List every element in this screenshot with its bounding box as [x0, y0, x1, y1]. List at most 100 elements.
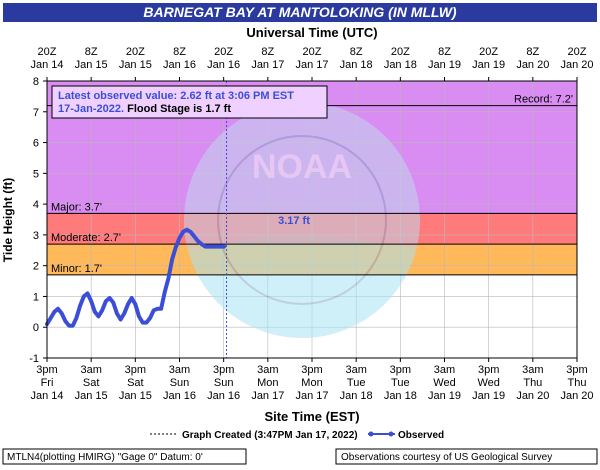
top-tick-date: Jan 16 — [163, 59, 196, 71]
bottom-tick-day: Tue — [347, 377, 366, 389]
top-tick-date: Jan 14 — [30, 59, 63, 71]
observed-point — [93, 310, 97, 314]
bottom-tick-day: Thu — [523, 377, 542, 389]
info-date: 17-Jan-2022. — [58, 103, 124, 115]
svg-text:17-Jan-2022. Flood Stage is 1.: 17-Jan-2022. Flood Stage is 1.7 ft — [58, 103, 231, 115]
observed-point — [181, 230, 185, 234]
observed-point — [155, 307, 159, 311]
top-tick-date: Jan 16 — [207, 59, 240, 71]
bottom-tick-time: 3pm — [566, 364, 587, 376]
legend-observed-marker — [388, 431, 394, 437]
y-tick-label: 7 — [33, 107, 39, 119]
observed-point — [166, 276, 171, 280]
top-axis-title: Universal Time (UTC) — [246, 25, 377, 40]
footer-datum: MTLN4(plotting HMIRG) "Gage 0" Datum: 0' — [7, 452, 203, 463]
y-tick-label: 3 — [33, 230, 39, 242]
bottom-tick-time: 3am — [80, 364, 101, 376]
observed-point — [122, 311, 126, 315]
observed-point — [185, 228, 189, 232]
observed-point — [100, 308, 104, 312]
observed-point — [126, 302, 130, 306]
bottom-tick-time: 3am — [345, 364, 366, 376]
observed-point — [200, 242, 204, 246]
bottom-tick-time: 3pm — [36, 364, 57, 376]
observed-point — [104, 299, 108, 303]
footer: MTLN4(plotting HMIRG) "Gage 0" Datum: 0'… — [2, 448, 598, 465]
observed-point — [60, 311, 64, 315]
y-tick-label: 0 — [33, 322, 39, 334]
bottom-tick-date: Jan 15 — [119, 390, 152, 402]
observed-point — [174, 245, 178, 249]
observed-point — [163, 290, 167, 294]
y-tick-label: 6 — [33, 138, 39, 150]
bottom-tick-time: 3pm — [301, 364, 322, 376]
bottom-tick-date: Jan 20 — [516, 390, 549, 402]
observed-point — [96, 314, 101, 318]
info-box: Latest observed value: 2.62 ft at 3:06 P… — [51, 85, 328, 119]
minor-label: Minor: 1.7' — [51, 263, 102, 275]
top-tick-hour: 20Z — [38, 46, 57, 58]
top-tick-hour: 8Z — [173, 46, 186, 58]
observed-point — [115, 311, 119, 315]
bottom-tick-day: Sun — [170, 377, 190, 389]
title-bar — [3, 3, 597, 22]
observed-point — [177, 236, 182, 240]
peak-label: 3.17 ft — [278, 215, 310, 227]
bottom-tick-time: 3pm — [390, 364, 411, 376]
bottom-tick-date: Jan 16 — [163, 390, 196, 402]
observed-point — [159, 307, 163, 311]
y-tick-label: 8 — [33, 76, 39, 88]
observed-point — [207, 245, 211, 249]
top-tick-date: Jan 17 — [251, 59, 284, 71]
top-tick-date: Jan 19 — [472, 59, 505, 71]
top-tick-hour: 8Z — [526, 46, 539, 58]
bottom-tick-day: Sun — [214, 377, 234, 389]
observed-point — [192, 234, 196, 238]
top-tick-date: Jan 15 — [119, 59, 152, 71]
observed-point — [85, 291, 90, 295]
top-tick-hour: 8Z — [85, 46, 98, 58]
y-tick-label: 5 — [33, 168, 39, 180]
observed-point — [152, 308, 156, 312]
major-label: Major: 3.7' — [51, 201, 102, 213]
observed-point — [148, 316, 152, 320]
bottom-tick-time: 3am — [257, 364, 278, 376]
bottom-tick-day: Sat — [127, 377, 144, 389]
bottom-tick-time: 3pm — [478, 364, 499, 376]
bottom-axis-title: Site Time (EST) — [264, 409, 359, 424]
bottom-tick-day: Wed — [433, 377, 455, 389]
bottom-tick-date: Jan 20 — [560, 390, 593, 402]
y-axis-ticks: -1 0 1 2 3 4 5 6 7 8 — [29, 76, 47, 365]
top-tick-hour: 20Z — [214, 46, 233, 58]
top-tick-hour: 20Z — [479, 46, 498, 58]
svg-text:NOAA: NOAA — [252, 148, 352, 186]
bottom-tick-time: 3pm — [125, 364, 146, 376]
observed-point — [170, 257, 174, 262]
top-tick-hour: 20Z — [126, 46, 145, 58]
info-line-1: Latest observed value: 2.62 ft at 3:06 P… — [58, 90, 294, 102]
observed-point — [141, 321, 145, 325]
top-tick-date: Jan 19 — [428, 59, 461, 71]
top-tick-date: Jan 18 — [384, 59, 417, 71]
top-tick-hour: 20Z — [303, 46, 322, 58]
observed-point — [63, 319, 67, 323]
bottom-tick-day: Mon — [301, 377, 322, 389]
info-flood-stage: Flood Stage is 1.7 ft — [124, 103, 231, 115]
observed-point — [56, 307, 60, 311]
observed-point — [130, 296, 134, 300]
bottom-tick-date: Jan 17 — [295, 390, 328, 402]
y-tick-label: 1 — [33, 291, 39, 303]
observed-point — [82, 294, 86, 298]
legend-observed-marker — [368, 431, 374, 437]
bottom-tick-day: Fri — [41, 377, 54, 389]
chart-title: BARNEGAT BAY AT MANTOLOKING (IN MLLW) — [143, 4, 456, 20]
bottom-tick-date: Jan 17 — [251, 390, 284, 402]
y-axis-title: Tide Height (ft) — [1, 178, 15, 262]
bottom-tick-date: Jan 18 — [340, 390, 373, 402]
noaa-logo-watermark: NOAA — [184, 102, 420, 338]
top-tick-date: Jan 20 — [560, 59, 593, 71]
top-tick-date: Jan 17 — [295, 59, 328, 71]
